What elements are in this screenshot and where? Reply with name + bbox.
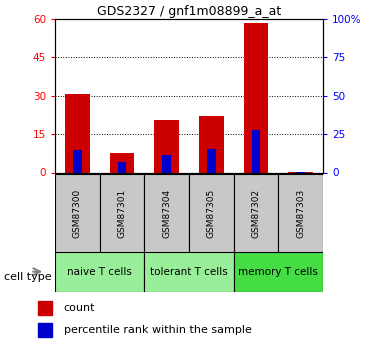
Title: GDS2327 / gnf1m08899_a_at: GDS2327 / gnf1m08899_a_at — [97, 5, 281, 18]
Bar — [55, 252, 144, 292]
Text: cell type: cell type — [4, 272, 51, 282]
Bar — [162, 155, 171, 172]
Bar — [207, 149, 216, 172]
Bar — [100, 174, 144, 252]
Text: GSM87300: GSM87300 — [73, 188, 82, 238]
Text: GSM87301: GSM87301 — [117, 188, 127, 238]
Text: GSM87303: GSM87303 — [296, 188, 305, 238]
Bar — [189, 174, 234, 252]
Bar — [154, 120, 179, 172]
Bar — [118, 162, 127, 172]
Bar — [65, 95, 90, 172]
Bar — [199, 116, 224, 172]
Bar — [252, 130, 260, 172]
Bar — [278, 174, 323, 252]
Bar — [244, 23, 268, 172]
Bar — [144, 252, 234, 292]
Text: GSM87304: GSM87304 — [162, 188, 171, 238]
Bar — [110, 153, 135, 172]
Bar — [38, 324, 52, 337]
Text: GSM87305: GSM87305 — [207, 188, 216, 238]
Bar — [144, 174, 189, 252]
Bar — [55, 174, 100, 252]
Bar — [38, 301, 52, 315]
Text: naive T cells: naive T cells — [67, 267, 132, 277]
Text: count: count — [64, 303, 95, 313]
Bar — [73, 150, 82, 172]
Bar — [234, 174, 278, 252]
Text: memory T cells: memory T cells — [238, 267, 318, 277]
Bar — [234, 252, 323, 292]
Text: GSM87302: GSM87302 — [252, 188, 261, 238]
Text: tolerant T cells: tolerant T cells — [150, 267, 228, 277]
Text: percentile rank within the sample: percentile rank within the sample — [64, 325, 252, 335]
